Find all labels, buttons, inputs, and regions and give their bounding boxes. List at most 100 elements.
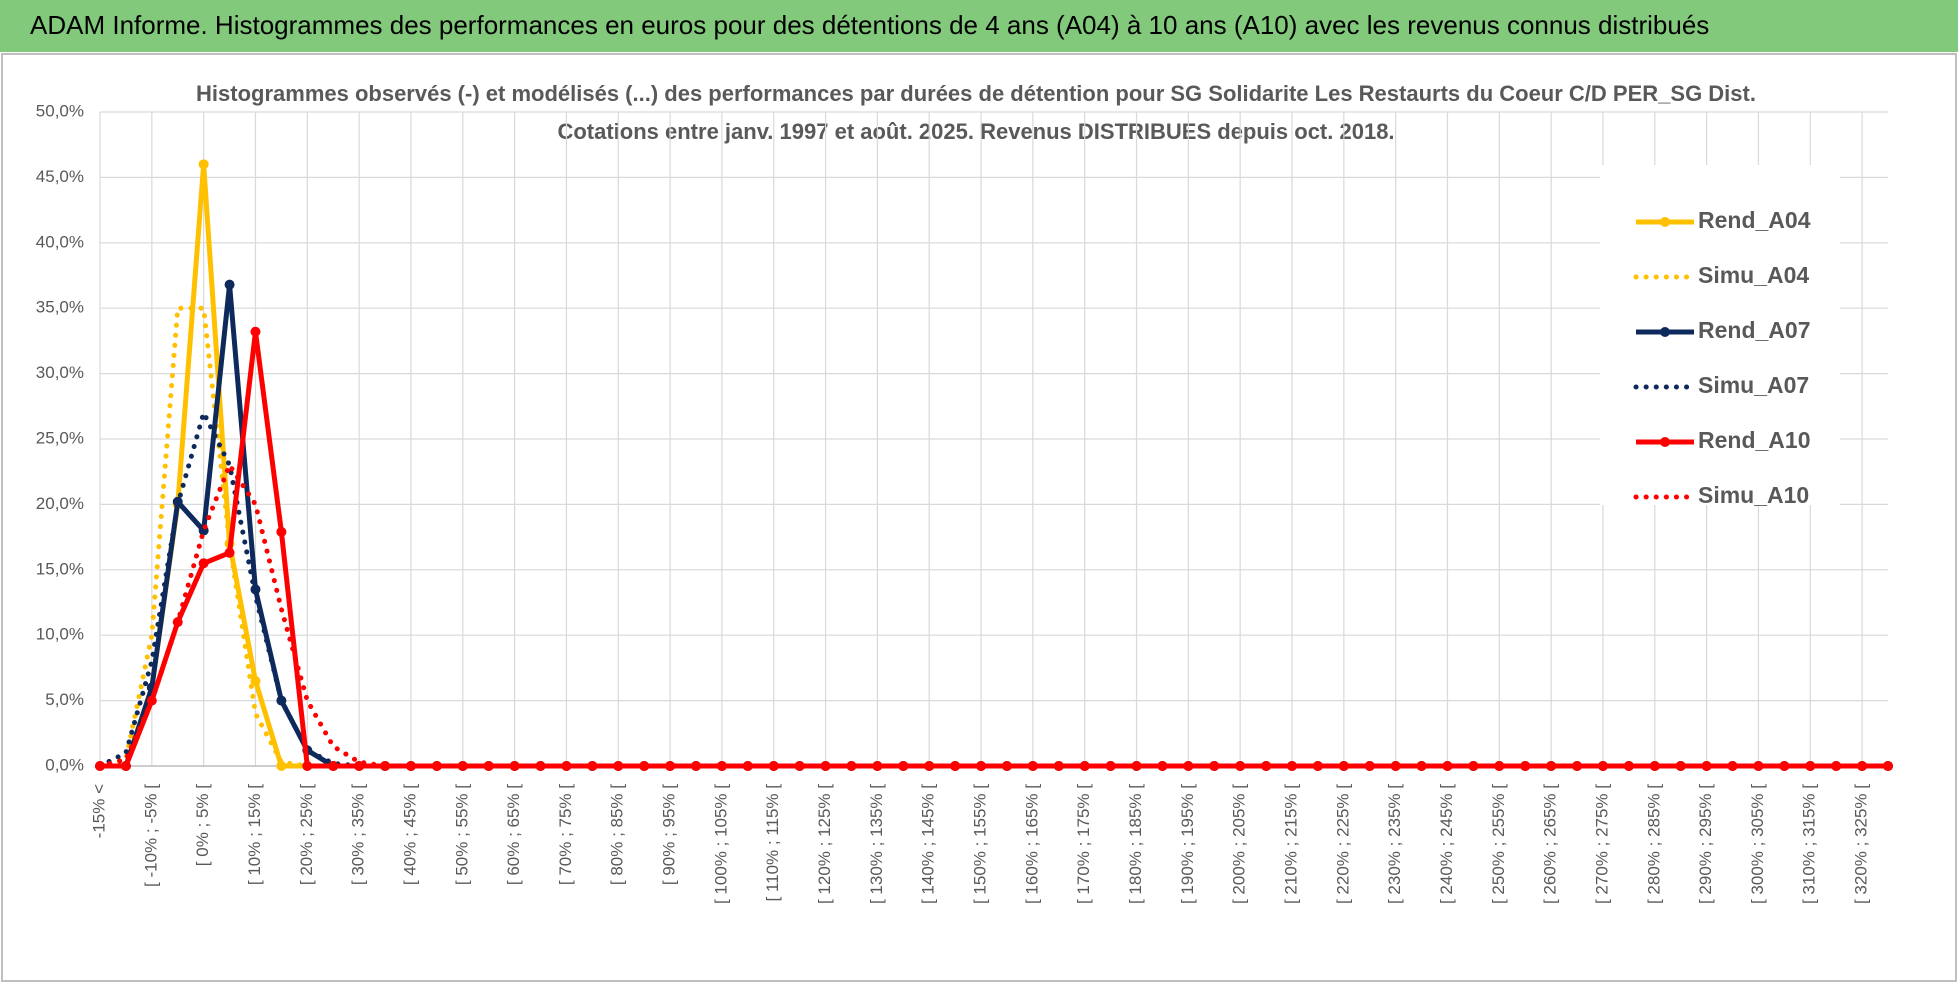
point [431,761,442,771]
chart-title: Histogrammes observés (-) et modélisés (… [196,81,1756,106]
point [276,526,287,537]
point [224,547,235,558]
legend-label: Simu_A07 [1698,372,1809,398]
point [535,761,546,771]
point [1079,761,1090,771]
point [587,761,598,771]
x-tick-label: [ 200% ; 205% [ [1230,784,1249,904]
x-tick-label: [ 240% ; 245% [ [1437,784,1456,904]
y-tick-label: 45,0% [36,167,84,186]
point [1183,761,1194,771]
x-tick-label: [ 220% ; 225% [ [1333,784,1352,904]
x-tick-label: [ 40% ; 45% [ [400,784,419,885]
x-tick-label: [ 100% ; 105% [ [711,784,730,904]
point [198,558,209,569]
x-tick-label: [ 270% ; 275% [ [1592,784,1611,904]
legend-label: Simu_A04 [1698,262,1809,288]
y-tick-label: 10,0% [36,625,84,644]
point [224,279,235,290]
x-tick-label: [ 190% ; 195% [ [1178,784,1197,904]
point [1623,761,1634,771]
x-tick-label: [ 110% ; 115% [ [763,784,782,902]
x-tick-label: [ 300% ; 305% [ [1748,784,1767,904]
y-tick-label: 5,0% [45,690,84,709]
x-tick-label: [ 180% ; 185% [ [1126,784,1145,904]
point [716,761,727,771]
point [1312,761,1323,771]
point [1883,761,1893,771]
x-tick-label: [ 280% ; 285% [ [1644,784,1663,904]
x-tick-label: [ 0% ; 5% [ [193,784,212,866]
legend-label: Rend_A04 [1698,207,1811,233]
point [1675,761,1686,771]
point [768,761,779,771]
x-tick-label: [ 60% ; 65% [ [504,784,523,885]
legend-label: Rend_A10 [1698,427,1810,453]
point [483,761,494,771]
point [1131,761,1142,771]
point [120,761,131,771]
point [1027,761,1038,771]
point [665,761,676,771]
x-tick-label: [ 250% ; 255% [ [1489,784,1508,904]
legend-label: Rend_A07 [1698,317,1810,343]
header-title: ADAM Informe. Histogrammes des performan… [30,10,1709,40]
point [1442,761,1453,771]
y-tick-label: 40,0% [36,232,84,251]
point [1779,761,1790,771]
point [1261,761,1272,771]
y-tick-label: 15,0% [36,559,84,578]
point [250,675,261,686]
x-tick-label: [ 140% ; 145% [ [919,784,938,904]
point [950,761,961,771]
chart-frame [1,53,1957,982]
x-tick-label: [ 170% ; 175% [ [1074,784,1093,904]
y-tick-label: 0,0% [45,755,84,774]
x-tick-label: [ 230% ; 235% [ [1385,784,1404,904]
chart-subtitle: Cotations entre janv. 1997 et août. 2025… [557,119,1394,144]
x-tick-label: [ 290% ; 295% [ [1696,784,1715,904]
x-tick-label: [ -10% ; -5% [ [141,784,160,887]
x-tick-label: -15% < [89,784,108,838]
y-tick-label: 35,0% [36,298,84,317]
x-tick-label: [ 90% ; 95% [ [660,784,679,885]
point [1546,761,1557,771]
series-line [97,462,1891,769]
x-tick-label: [ 70% ; 75% [ [556,784,575,885]
point [405,761,416,771]
x-tick-label: [ 210% ; 215% [ [1281,784,1300,904]
point [302,761,313,771]
point [846,761,857,771]
y-tick-label: 50,0% [36,101,84,120]
x-tick-label: [ 260% ; 265% [ [1541,784,1560,904]
y-tick-label: 30,0% [36,363,84,382]
legend-marker [1660,217,1670,227]
y-tick-label: 20,0% [36,494,84,513]
point [1494,761,1505,771]
point [198,159,209,170]
x-tick-label: [ 20% ; 25% [ [297,784,316,885]
x-tick-label: [ 30% ; 35% [ [349,784,368,885]
point [1597,761,1608,771]
legend-marker [1660,327,1670,337]
x-tick-label: [ 150% ; 155% [ [971,784,990,904]
point [1364,761,1375,771]
y-tick-label: 25,0% [36,428,84,447]
x-tick-label: [ 80% ; 85% [ [608,784,627,885]
series-line [100,329,1888,769]
point [1857,761,1868,771]
x-tick-label: [ 320% ; 325% [ [1852,784,1871,904]
x-tick-label: [ 160% ; 165% [ [1022,784,1041,904]
point [276,761,287,771]
x-tick-label: [ 120% ; 125% [ [815,784,834,904]
x-tick-label: [ 310% ; 315% [ [1800,784,1819,904]
point [328,761,339,771]
point [250,326,261,337]
point [898,761,909,771]
x-tick-label: [ 10% ; 15% [ [245,784,264,885]
x-tick-label: [ 50% ; 55% [ [452,784,471,885]
header-bar [0,0,1958,52]
legend-label: Simu_A10 [1698,482,1809,508]
